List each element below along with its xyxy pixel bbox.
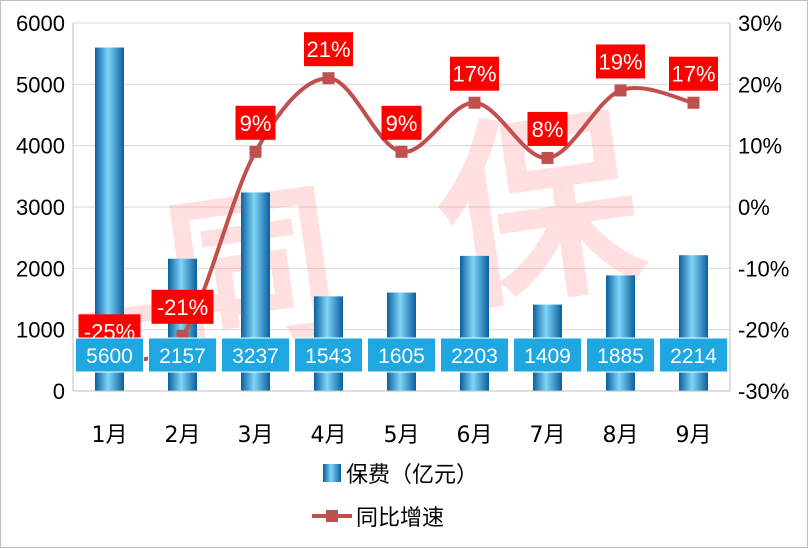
percent-label-box <box>669 56 718 91</box>
value-label: 2214 <box>670 345 717 368</box>
y-left-tick-label: 0 <box>53 379 65 404</box>
value-label: 3237 <box>232 345 279 368</box>
percent-label: 9% <box>240 111 272 136</box>
value-label-box <box>659 337 728 373</box>
percent-label-box <box>381 105 422 140</box>
line-marker <box>322 72 335 85</box>
x-tick-label: 8月 <box>603 423 639 448</box>
y-right-tick-label: 30% <box>738 11 782 36</box>
percent-label: -21% <box>157 295 208 320</box>
percent-label-box <box>450 56 499 91</box>
value-label: 1605 <box>378 345 425 368</box>
y-right-tick-label: 10% <box>738 134 782 159</box>
y-right-tick-label: -10% <box>738 256 789 281</box>
x-tick-label: 4月 <box>311 423 347 448</box>
legend-line-marker <box>326 510 338 522</box>
y-right-tick-label: 20% <box>738 72 782 97</box>
value-label: 1543 <box>305 345 352 368</box>
bar <box>606 275 635 391</box>
x-tick-label: 9月 <box>676 423 712 448</box>
value-labels: 5600 2157 3237 1543 1605 2203 1409 1885 2214 <box>75 337 728 373</box>
percent-label-box <box>235 105 276 140</box>
percent-label: 9% <box>386 111 418 136</box>
line-marker <box>614 84 627 97</box>
y-right-tick-label: -30% <box>738 379 789 404</box>
line-marker <box>249 145 262 158</box>
growth-line <box>108 76 694 363</box>
legend: 保费（亿元） 同比增速 <box>312 463 478 531</box>
x-tick-label: 7月 <box>530 423 566 448</box>
percent-label-box <box>527 111 568 146</box>
value-label-box <box>75 337 144 373</box>
y-left-tick-label: 1000 <box>16 318 65 343</box>
axes: 0 1000 2000 3000 4000 5000 6000 -30% -20% -10% 0% 1… <box>16 11 789 448</box>
value-label: 2157 <box>159 345 206 368</box>
percent-label: 21% <box>306 37 350 62</box>
legend-line-label: 同比增速 <box>356 506 444 531</box>
y-left-tick-label: 2000 <box>16 256 65 281</box>
value-label: 1409 <box>524 345 571 368</box>
percent-label: 17% <box>671 62 715 87</box>
x-tick-label: 3月 <box>238 423 274 448</box>
percent-labels: -25%-21%9%21%9%17%8%19% 17% <box>78 32 718 349</box>
value-label-box <box>513 337 582 373</box>
percent-label: 17% <box>452 62 496 87</box>
value-label-box <box>294 337 363 373</box>
x-tick-label: 5月 <box>384 423 420 448</box>
y-left-tick-label: 5000 <box>16 72 65 97</box>
value-label-box <box>148 337 217 373</box>
y-left-tick-label: 6000 <box>16 11 65 36</box>
value-label-box <box>440 337 509 373</box>
percent-label-box <box>304 32 353 67</box>
percent-label: 8% <box>532 117 564 142</box>
percent-label-box <box>596 44 645 79</box>
value-label: 5600 <box>86 345 133 368</box>
line-marker <box>468 96 481 109</box>
x-tick-label: 2月 <box>165 423 201 448</box>
value-label: 1885 <box>597 345 644 368</box>
line-marker <box>687 96 700 109</box>
value-label-box <box>586 337 655 373</box>
line-marker <box>541 151 554 164</box>
value-label-box <box>367 337 436 373</box>
line-marker <box>395 145 408 158</box>
x-tick-label: 1月 <box>92 423 128 448</box>
legend-bar-label: 保费（亿元） <box>346 463 478 488</box>
y-left-tick-label: 4000 <box>16 134 65 159</box>
percent-label: 19% <box>598 49 642 74</box>
x-tick-label: 6月 <box>457 423 493 448</box>
y-left-tick-label: 3000 <box>16 195 65 220</box>
percent-label-box <box>151 289 214 324</box>
y-right-tick-label: -20% <box>738 318 789 343</box>
y-right-tick-label: 0% <box>738 195 770 220</box>
value-label-box <box>221 337 290 373</box>
legend-bar-swatch <box>323 464 341 482</box>
value-label: 2203 <box>451 345 498 368</box>
